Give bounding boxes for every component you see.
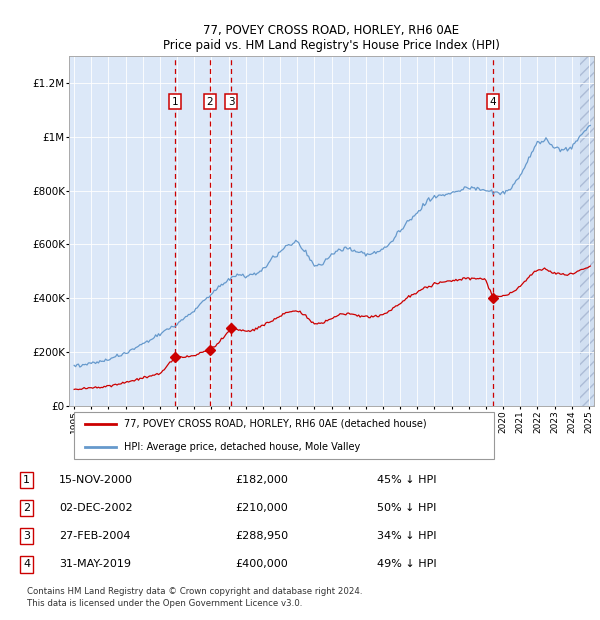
Text: 34% ↓ HPI: 34% ↓ HPI xyxy=(377,531,436,541)
Text: 15-NOV-2000: 15-NOV-2000 xyxy=(59,475,133,485)
Bar xyxy=(580,56,594,406)
Title: 77, POVEY CROSS ROAD, HORLEY, RH6 0AE
Price paid vs. HM Land Registry's House Pr: 77, POVEY CROSS ROAD, HORLEY, RH6 0AE Pr… xyxy=(163,24,500,52)
Text: 27-FEB-2004: 27-FEB-2004 xyxy=(59,531,131,541)
Text: 4: 4 xyxy=(23,559,30,569)
Text: 50% ↓ HPI: 50% ↓ HPI xyxy=(377,503,436,513)
Text: 45% ↓ HPI: 45% ↓ HPI xyxy=(377,475,436,485)
Text: 4: 4 xyxy=(490,97,496,107)
Text: 1: 1 xyxy=(23,475,30,485)
Text: 2: 2 xyxy=(206,97,213,107)
Text: 1: 1 xyxy=(172,97,178,107)
Text: 02-DEC-2002: 02-DEC-2002 xyxy=(59,503,133,513)
Text: 49% ↓ HPI: 49% ↓ HPI xyxy=(377,559,436,569)
Text: 31-MAY-2019: 31-MAY-2019 xyxy=(59,559,131,569)
Text: 3: 3 xyxy=(23,531,30,541)
FancyBboxPatch shape xyxy=(74,412,494,459)
Text: £210,000: £210,000 xyxy=(235,503,288,513)
Text: 2: 2 xyxy=(23,503,30,513)
Text: £400,000: £400,000 xyxy=(235,559,288,569)
Text: HPI: Average price, detached house, Mole Valley: HPI: Average price, detached house, Mole… xyxy=(124,442,361,452)
Text: 3: 3 xyxy=(228,97,235,107)
Text: £182,000: £182,000 xyxy=(235,475,289,485)
Text: 77, POVEY CROSS ROAD, HORLEY, RH6 0AE (detached house): 77, POVEY CROSS ROAD, HORLEY, RH6 0AE (d… xyxy=(124,419,427,429)
Text: £288,950: £288,950 xyxy=(235,531,289,541)
Text: Contains HM Land Registry data © Crown copyright and database right 2024.
This d: Contains HM Land Registry data © Crown c… xyxy=(27,587,362,608)
